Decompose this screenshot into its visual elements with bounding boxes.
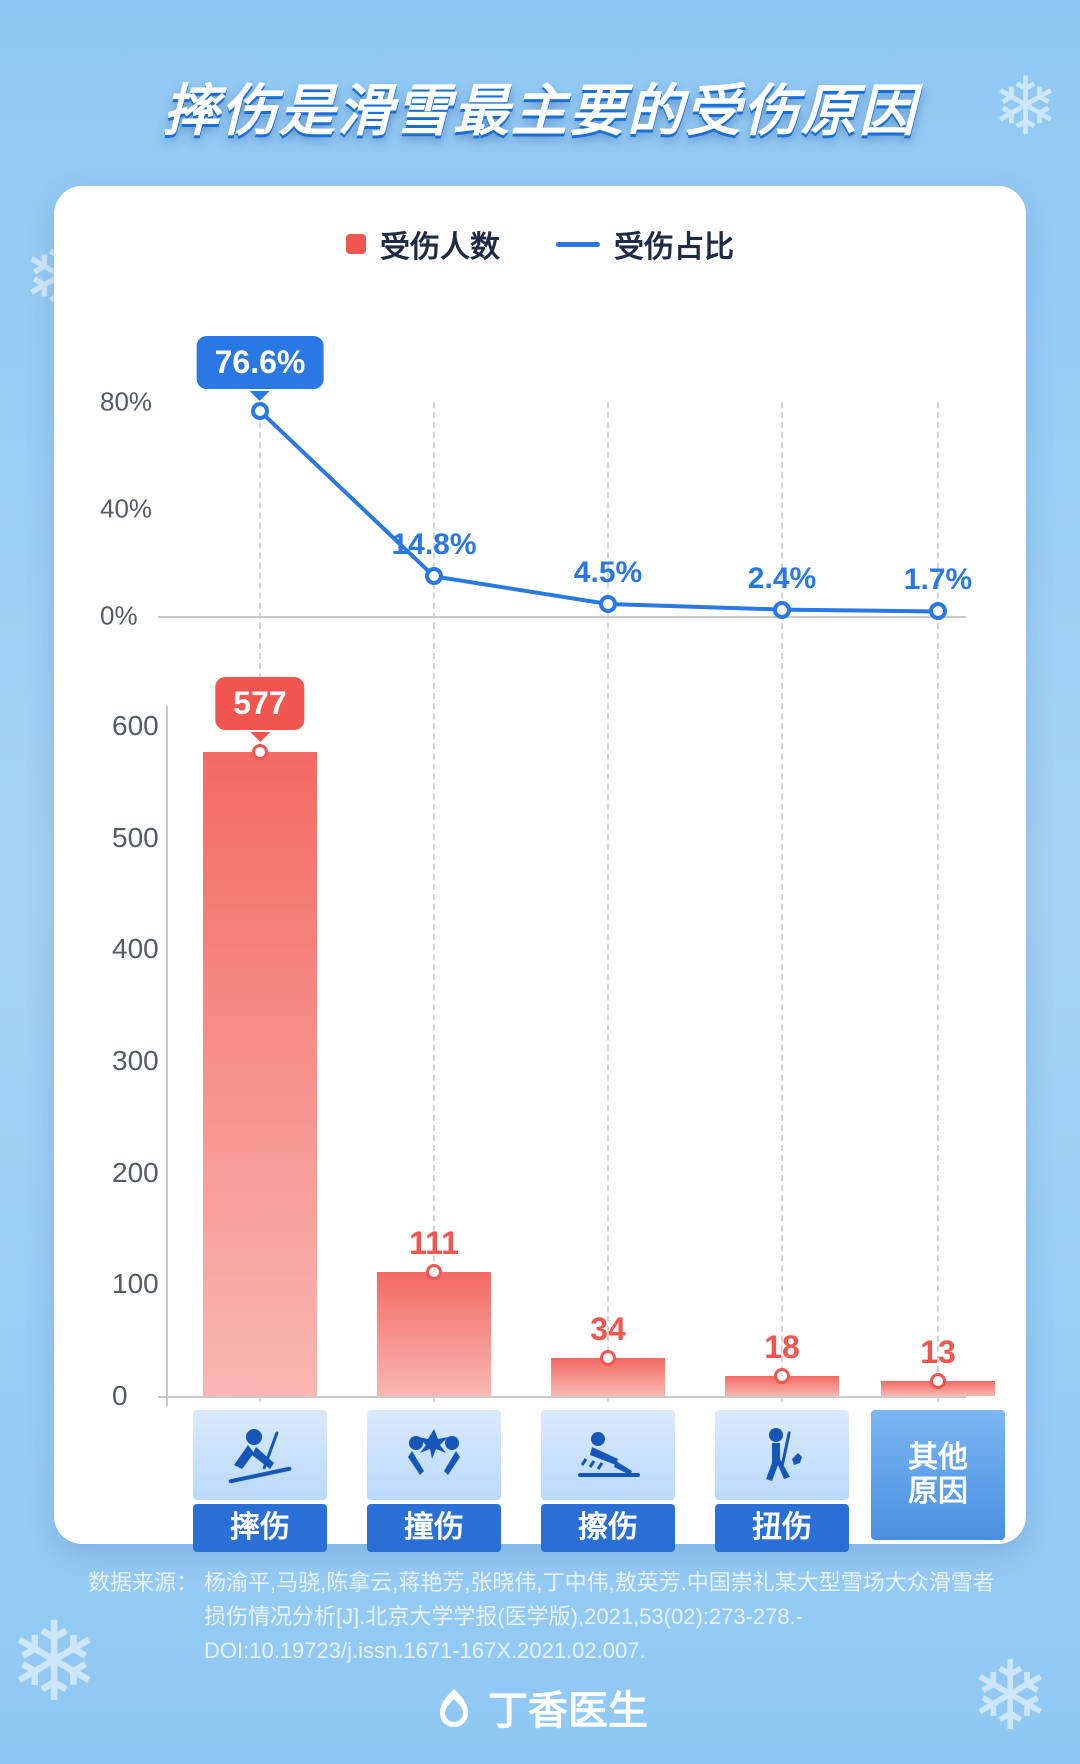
category-label: 摔伤 bbox=[193, 1504, 327, 1552]
bar-value-label: 34 bbox=[590, 1311, 626, 1348]
pct-ytick: 0% bbox=[100, 601, 138, 632]
pct-marker bbox=[251, 402, 269, 420]
legend-line-swatch bbox=[556, 242, 600, 247]
gridline bbox=[937, 402, 939, 1402]
data-source: 数据来源： 杨渝平,马骁,陈拿云,蒋艳芳,张晓伟,丁中伟,敖英芳.中国崇礼某大型… bbox=[88, 1566, 1010, 1668]
bar bbox=[377, 1272, 491, 1396]
bar-ytick: 100 bbox=[112, 1268, 159, 1300]
bar-ytick: 600 bbox=[112, 710, 159, 742]
category-sprain-icon bbox=[715, 1410, 849, 1500]
bar-axis bbox=[158, 1396, 966, 1398]
gridline bbox=[781, 402, 783, 1402]
category-tile: 摔伤 bbox=[193, 1410, 327, 1552]
pct-value-label: 1.7% bbox=[904, 563, 972, 597]
category-fall-icon bbox=[193, 1410, 327, 1500]
pct-callout: 76.6% bbox=[197, 336, 324, 389]
bar-value-label: 111 bbox=[409, 1225, 459, 1262]
category-tile: 其他原因 bbox=[871, 1410, 1005, 1540]
pct-value-label: 4.5% bbox=[574, 556, 642, 590]
pct-value-label: 2.4% bbox=[748, 562, 816, 596]
bar-value-label: 18 bbox=[764, 1329, 800, 1366]
pct-axis bbox=[158, 616, 966, 618]
plot-area: 0% 40% 80% 76.6% 14.8% 4.5% 2.4% 1.7% 0 100 200 300… bbox=[54, 286, 1026, 1544]
chart-card: 受伤人数 受伤占比 0% 40% 80% 76.6% 14.8% 4.5% 2.4% 1.7%… bbox=[54, 186, 1026, 1544]
pct-marker bbox=[425, 567, 443, 585]
category-collision-icon bbox=[367, 1410, 501, 1500]
bar-ytick: 0 bbox=[112, 1380, 128, 1412]
pct-marker bbox=[773, 601, 791, 619]
bar-value-label: 13 bbox=[920, 1334, 956, 1371]
category-tile: 擦伤 bbox=[541, 1410, 675, 1552]
category-tile: 扭伤 bbox=[715, 1410, 849, 1552]
legend: 受伤人数 受伤占比 bbox=[54, 222, 1026, 266]
pct-ytick: 40% bbox=[100, 494, 152, 525]
category-tile: 撞伤 bbox=[367, 1410, 501, 1552]
legend-bar: 受伤人数 bbox=[346, 222, 500, 266]
bar-marker bbox=[774, 1368, 790, 1384]
category-label: 扭伤 bbox=[715, 1504, 849, 1552]
bar-callout: 577 bbox=[215, 677, 304, 730]
category-other-icon: 其他原因 bbox=[871, 1410, 1005, 1540]
pct-marker bbox=[599, 595, 617, 613]
brand-footer: 丁香医生 bbox=[0, 1678, 1080, 1736]
category-scrape-icon bbox=[541, 1410, 675, 1500]
gridline bbox=[607, 402, 609, 1402]
pct-value-label: 14.8% bbox=[391, 528, 476, 562]
bar-marker bbox=[600, 1350, 616, 1366]
source-label: 数据来源： bbox=[88, 1566, 198, 1668]
category-label: 擦伤 bbox=[541, 1504, 675, 1552]
legend-bar-label: 受伤人数 bbox=[380, 222, 500, 266]
page-title: 摔伤是滑雪最主要的受伤原因 bbox=[0, 66, 1080, 147]
bar-ytick: 400 bbox=[112, 933, 159, 965]
bar-ytick: 300 bbox=[112, 1045, 159, 1077]
legend-line: 受伤占比 bbox=[556, 222, 734, 266]
brand-logo-icon bbox=[432, 1685, 476, 1729]
source-text: 杨渝平,马骁,陈拿云,蒋艳芳,张晓伟,丁中伟,敖英芳.中国崇礼某大型雪场大众滑雪… bbox=[204, 1566, 1010, 1668]
legend-bar-swatch bbox=[346, 234, 366, 254]
bar bbox=[203, 752, 317, 1396]
bar-ytick: 500 bbox=[112, 822, 159, 854]
line-chart-svg bbox=[54, 286, 1026, 1546]
bar-marker bbox=[930, 1373, 946, 1389]
bar-vaxis bbox=[166, 706, 168, 1406]
bar-ytick: 200 bbox=[112, 1157, 159, 1189]
bar-marker bbox=[252, 744, 268, 760]
category-label: 撞伤 bbox=[367, 1504, 501, 1552]
pct-marker bbox=[929, 602, 947, 620]
brand-text: 丁香医生 bbox=[488, 1678, 648, 1736]
legend-line-label: 受伤占比 bbox=[614, 222, 734, 266]
bar-marker bbox=[426, 1264, 442, 1280]
pct-ytick: 80% bbox=[100, 387, 152, 418]
